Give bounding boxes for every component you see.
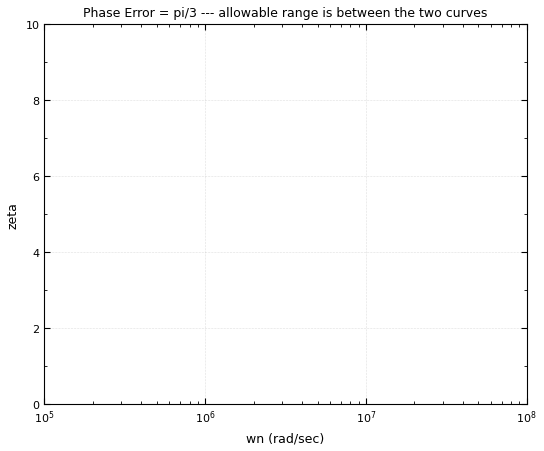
Y-axis label: zeta: zeta xyxy=(7,201,20,228)
X-axis label: wn (rad/sec): wn (rad/sec) xyxy=(246,431,325,444)
Title: Phase Error = pi/3 --- allowable range is between the two curves: Phase Error = pi/3 --- allowable range i… xyxy=(83,7,488,20)
